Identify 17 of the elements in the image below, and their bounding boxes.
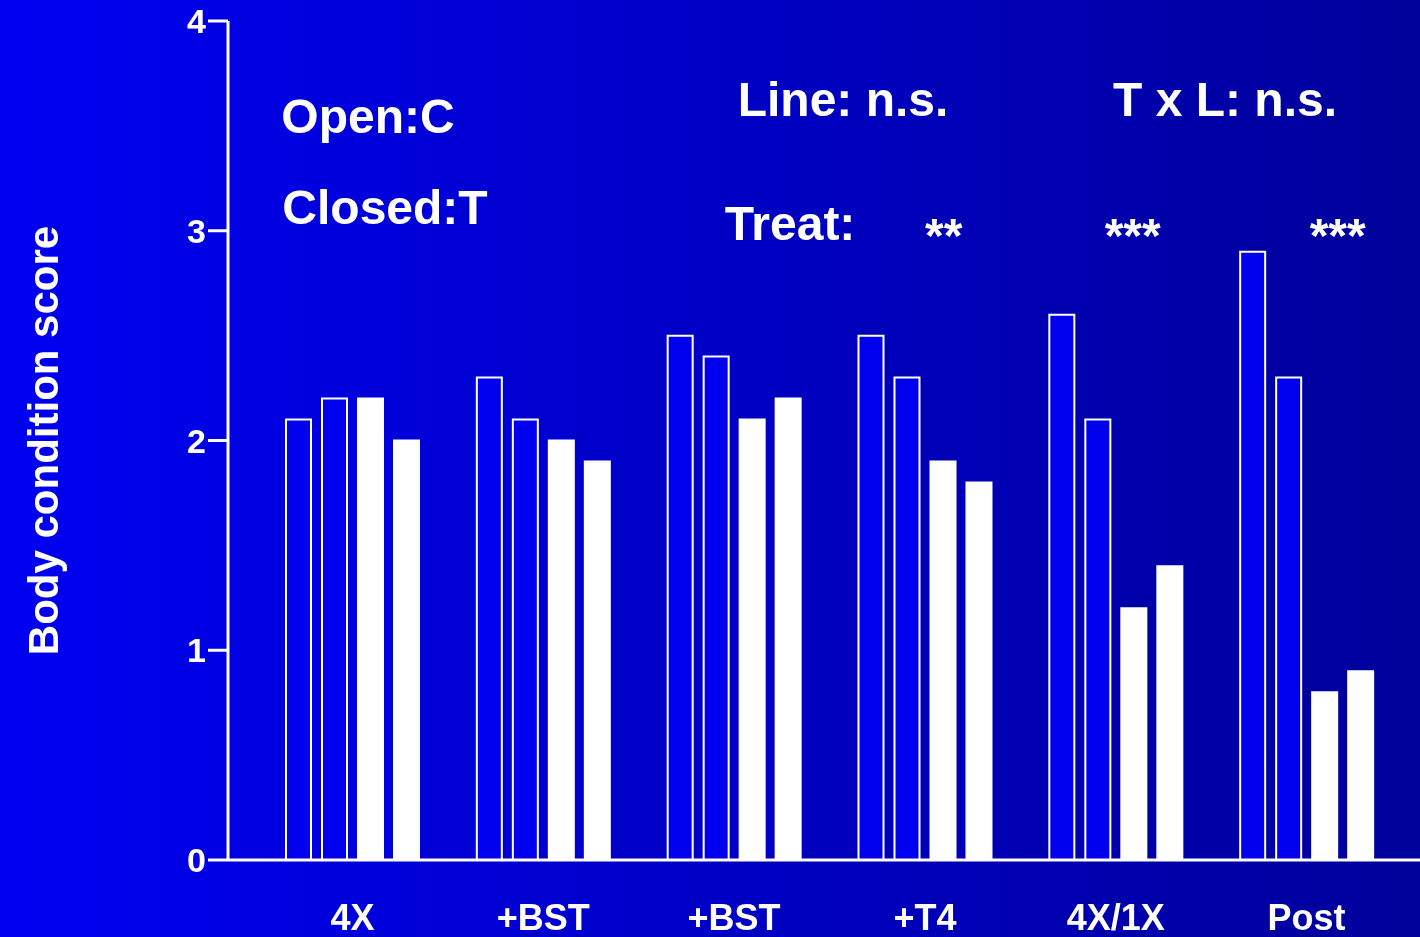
x-tick-label: 4X [330,896,375,937]
y-tick-label: 4 [187,2,207,41]
y-tick-label: 1 [187,631,206,670]
y-axis-title: Body condition score [20,225,67,656]
text: Treat: ** *** *** [724,197,1366,262]
x-tick-label: Post [1267,896,1346,937]
x-tick-label: +BST [687,896,781,937]
x-tick-label: +T4 [893,896,957,937]
annotation: T x L: n.s. [1112,73,1338,126]
annotation: Open:C [281,90,455,143]
y-tick-label: 3 [187,211,206,250]
y-tick-label: 2 [187,421,206,460]
y-tick-label: 0 [187,841,206,880]
annotation: Line: n.s. [737,73,949,126]
x-tick-label: 4X/1X [1066,896,1165,937]
annotation: Closed:T [282,181,488,234]
x-tick-label: +BST [496,896,590,937]
